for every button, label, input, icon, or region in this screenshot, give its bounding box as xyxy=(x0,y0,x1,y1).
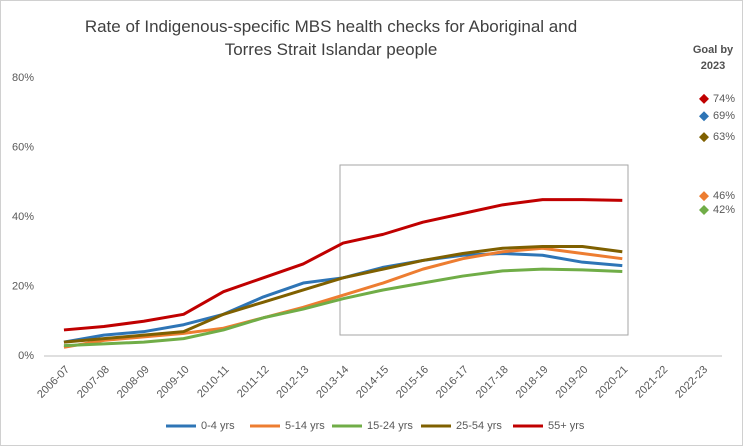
x-tick-label: 2012-13 xyxy=(274,364,311,401)
goal-marker xyxy=(699,191,709,202)
x-tick-label: 2011-12 xyxy=(235,364,271,400)
goal-marker xyxy=(699,132,709,143)
series-line xyxy=(63,267,623,348)
goal-marker xyxy=(699,205,709,216)
x-tick-label: 2017-18 xyxy=(474,364,511,401)
goal-label: 63% xyxy=(713,131,735,143)
goal-marker xyxy=(699,111,709,122)
x-tick-label: 2021-22 xyxy=(633,364,670,401)
x-tick-label: 2006-07 xyxy=(35,364,72,401)
x-tick-label: 2019-20 xyxy=(554,364,591,401)
highlight-box xyxy=(339,164,629,336)
x-tick-label: 2020-21 xyxy=(593,364,630,401)
goal-marker xyxy=(699,93,709,104)
y-tick-label: 20% xyxy=(12,280,34,292)
x-tick-label: 2022-23 xyxy=(673,364,710,401)
x-tick-label: 2010-11 xyxy=(195,364,231,400)
legend-label: 55+ yrs xyxy=(548,420,585,432)
y-tick-label: 0% xyxy=(18,350,34,362)
x-tick-label: 2018-19 xyxy=(514,364,551,401)
legend-label: 0-4 yrs xyxy=(201,420,235,432)
goal-label: 74% xyxy=(713,93,735,105)
x-tick-label: 2014-15 xyxy=(354,364,391,401)
x-tick-label: 2007-08 xyxy=(75,364,112,401)
x-tick-label: 2013-14 xyxy=(314,364,351,401)
legend-label: 15-24 yrs xyxy=(367,420,413,432)
goal-label: 42% xyxy=(713,204,735,216)
y-tick-label: 60% xyxy=(12,141,34,153)
goal-label: 46% xyxy=(713,190,735,202)
chart-title: Rate of Indigenous-specific MBS health c… xyxy=(84,17,578,59)
series-line xyxy=(63,198,623,332)
x-tick-label: 2016-17 xyxy=(434,364,471,401)
legend-label: 5-14 yrs xyxy=(285,420,325,432)
x-tick-label: 2009-10 xyxy=(155,364,192,401)
legend-label: 25-54 yrs xyxy=(456,420,502,432)
goal-label: 69% xyxy=(713,110,735,122)
x-tick-label: 2008-09 xyxy=(115,364,152,401)
series-line xyxy=(63,245,623,344)
goal-title: Goal by 2023 xyxy=(692,44,734,72)
y-tick-label: 40% xyxy=(12,211,34,223)
y-tick-label: 80% xyxy=(12,72,34,84)
series-line xyxy=(63,246,623,349)
x-tick-label: 2015-16 xyxy=(394,364,431,401)
